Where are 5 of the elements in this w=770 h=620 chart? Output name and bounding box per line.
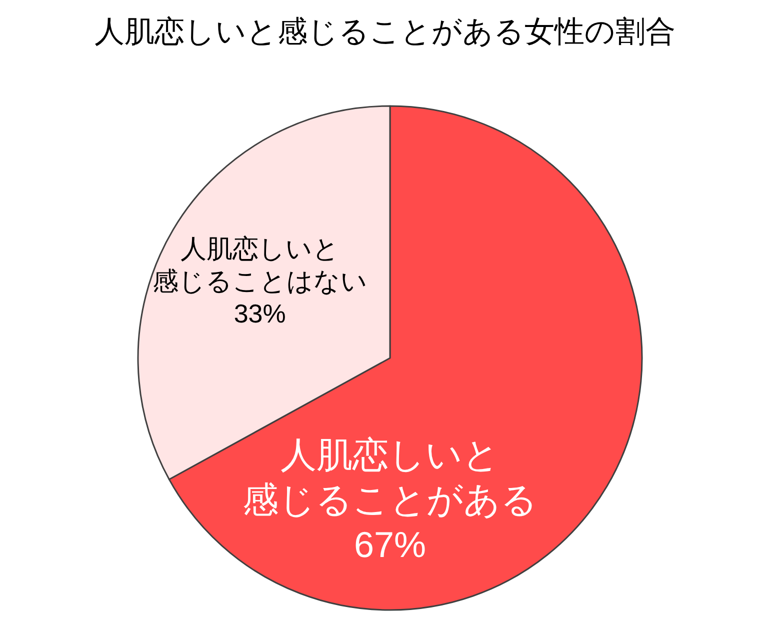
slice-label: 人肌恋しいと感じることはない <box>152 234 368 296</box>
chart-title: 人肌恋しいと感じることがある女性の割合 <box>94 16 676 48</box>
data-label: 67% <box>354 524 426 565</box>
slice-label: 人肌恋しいと感じることがある <box>242 434 538 520</box>
data-label: 33% <box>234 298 286 329</box>
